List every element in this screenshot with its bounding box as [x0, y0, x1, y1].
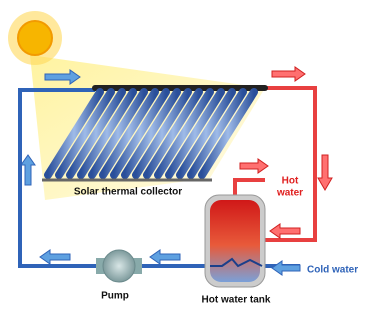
sun	[8, 11, 62, 65]
hot-water-label: water	[276, 188, 303, 199]
hot-water-tank	[205, 195, 265, 287]
pump-label: Pump	[101, 291, 129, 302]
cold-water-label: Cold water	[307, 265, 358, 276]
collector-label: Solar thermal collector	[74, 187, 182, 198]
tank-label: Hot water tank	[202, 295, 271, 306]
diagram: Solar thermal collector Hot water Cold w…	[0, 0, 366, 311]
hot-water-label: Hot	[282, 176, 299, 187]
pump	[96, 250, 142, 282]
